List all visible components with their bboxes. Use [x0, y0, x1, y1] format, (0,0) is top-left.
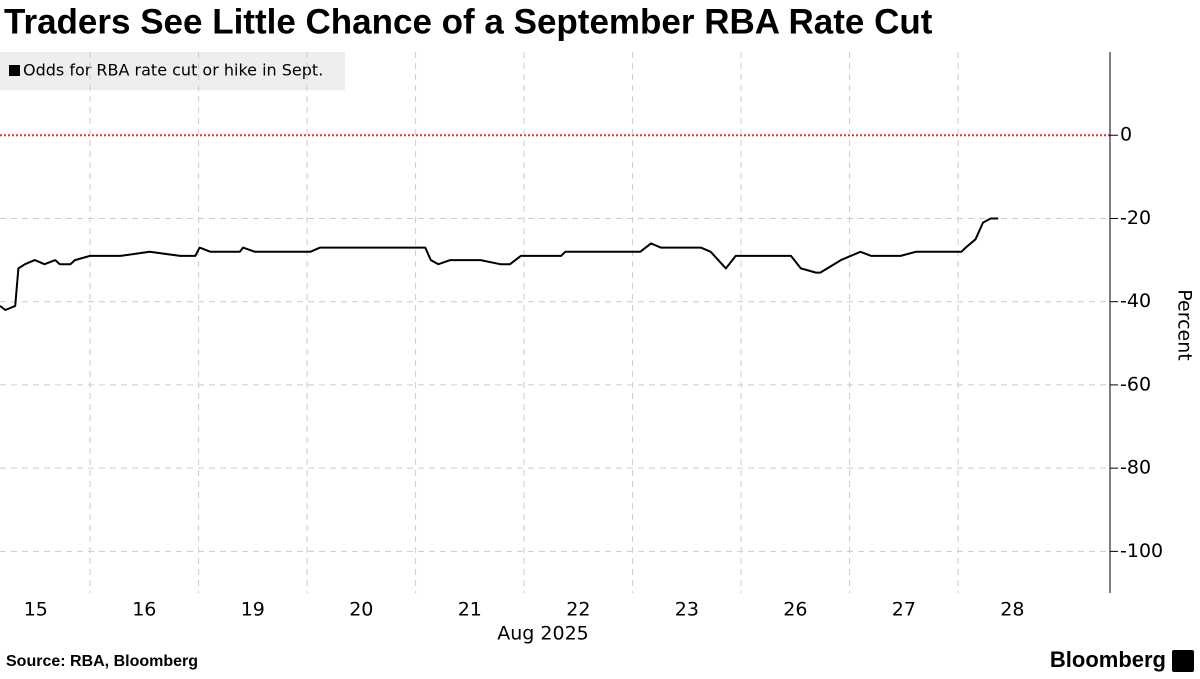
- y-axis-label: Percent: [1174, 289, 1196, 361]
- chart-title: Traders See Little Chance of a September…: [4, 2, 933, 41]
- x-tick-label: 21: [458, 599, 482, 621]
- y-tick-label: -20: [1120, 207, 1151, 229]
- legend-swatch: [9, 65, 20, 76]
- x-tick-label: 20: [349, 599, 373, 621]
- brand: Bloomberg: [1050, 647, 1166, 672]
- y-tick-label: 0: [1120, 124, 1132, 146]
- brand-icon: [1172, 650, 1194, 672]
- y-tick-label: -100: [1120, 540, 1163, 562]
- source: Source: RBA, Bloomberg: [6, 653, 198, 670]
- y-tick-label: -40: [1120, 290, 1151, 312]
- y-tick-label: -60: [1120, 373, 1151, 395]
- x-tick-label: 22: [566, 599, 590, 621]
- x-tick-label: 19: [241, 599, 265, 621]
- series-line: [0, 217, 999, 311]
- x-tick-label: 15: [24, 599, 48, 621]
- x-tick-label: 16: [132, 599, 156, 621]
- x-tick-label: 27: [892, 599, 916, 621]
- legend-label: Odds for RBA rate cut or hike in Sept.: [23, 61, 323, 80]
- x-tick-label: 23: [675, 599, 699, 621]
- x-tick-label: 28: [1000, 599, 1024, 621]
- y-tick-label: -80: [1120, 457, 1151, 479]
- x-tick-label: 26: [783, 599, 807, 621]
- legend-box: [0, 52, 345, 90]
- x-sublabel: Aug 2025: [497, 623, 589, 645]
